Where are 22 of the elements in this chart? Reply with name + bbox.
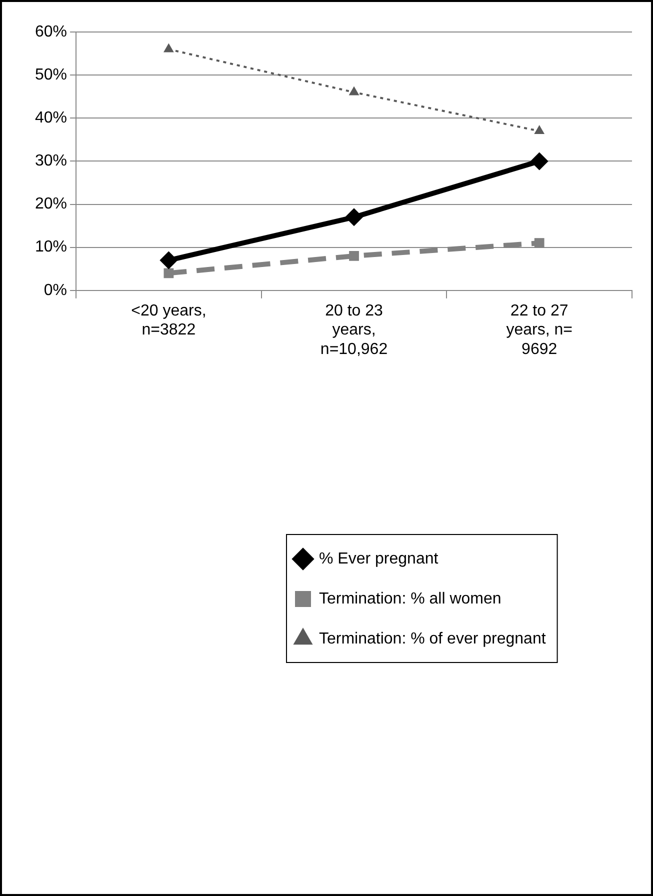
point xyxy=(534,125,545,134)
y-tick-label: 30% xyxy=(34,152,68,170)
x-tick-label: <20 years, n=3822 xyxy=(131,302,206,339)
y-tick-label: 40% xyxy=(34,110,68,127)
point xyxy=(349,250,359,261)
point xyxy=(163,43,174,52)
legend-label: Termination: % of ever pregnant xyxy=(319,630,546,648)
x-tick-label: 22 to 27 years, n= 9692 xyxy=(506,302,572,358)
x-tick-label: 20 to 23 years, n=10,962 xyxy=(320,302,388,358)
y-tick-label: 20% xyxy=(34,196,68,213)
point xyxy=(530,152,548,170)
y-tick-label: 0% xyxy=(44,282,68,299)
point xyxy=(348,86,360,96)
y-tick-label: 10% xyxy=(34,238,68,256)
y-tick-label: 50% xyxy=(34,66,68,84)
y-tick-label: 60% xyxy=(34,23,68,40)
legend-label: % Ever pregnant xyxy=(319,550,439,568)
point xyxy=(160,251,178,270)
point xyxy=(534,238,544,248)
legend-label: Termination: % all women xyxy=(319,590,502,608)
point xyxy=(164,268,174,278)
point xyxy=(345,208,364,226)
